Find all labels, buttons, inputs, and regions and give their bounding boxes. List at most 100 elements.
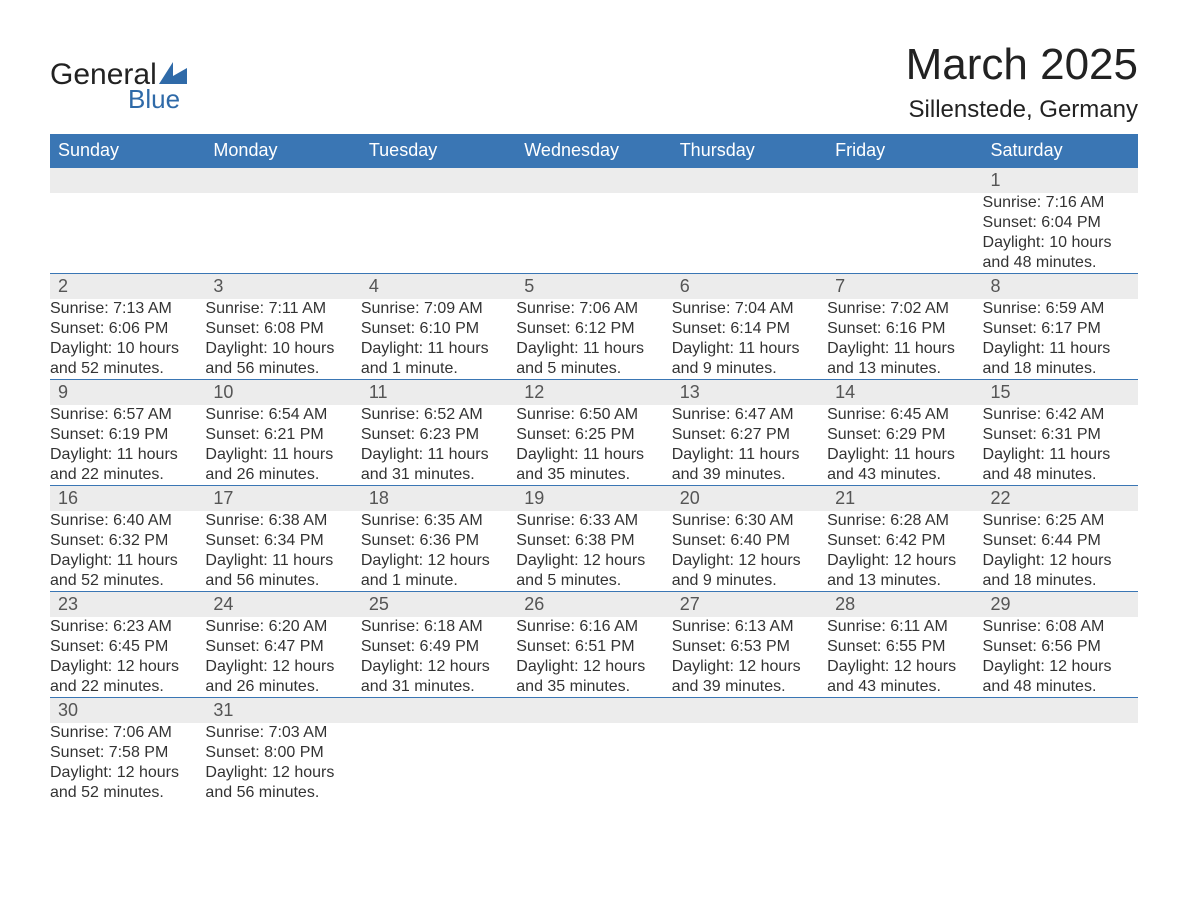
day-detail-line: Sunset: 6:53 PM [672,637,827,657]
day-number [983,698,1138,723]
day-detail-line: Daylight: 12 hours and 52 minutes. [50,763,205,803]
day-detail-line: Daylight: 12 hours and 1 minute. [361,551,516,591]
day-detail-line: Sunset: 6:40 PM [672,531,827,551]
day-detail-cell: Sunrise: 6:30 AMSunset: 6:40 PMDaylight:… [672,511,827,592]
day-number: 15 [983,380,1138,405]
day-number [361,698,516,723]
day-number-cell [516,698,671,724]
day-detail-line: Daylight: 11 hours and 5 minutes. [516,339,671,379]
day-number-cell: 19 [516,486,671,512]
day-detail-line: Sunset: 6:36 PM [361,531,516,551]
week-daynum-row: 16171819202122 [50,486,1138,512]
day-detail-cell [827,723,982,803]
day-header: Wednesday [516,134,671,168]
day-header: Saturday [983,134,1138,168]
day-detail-line: Daylight: 11 hours and 18 minutes. [983,339,1138,379]
day-number-cell: 12 [516,380,671,406]
day-number-cell: 6 [672,274,827,300]
day-detail-cell: Sunrise: 6:35 AMSunset: 6:36 PMDaylight:… [361,511,516,592]
day-number-cell: 15 [983,380,1138,406]
day-detail-cell: Sunrise: 7:16 AMSunset: 6:04 PMDaylight:… [983,193,1138,274]
day-header: Monday [205,134,360,168]
day-detail-line: Sunrise: 7:11 AM [205,299,360,319]
calendar-table: Sunday Monday Tuesday Wednesday Thursday… [50,134,1138,803]
day-detail-line: Daylight: 12 hours and 13 minutes. [827,551,982,591]
day-detail-line: Sunrise: 6:50 AM [516,405,671,425]
day-detail-cell: Sunrise: 6:16 AMSunset: 6:51 PMDaylight:… [516,617,671,698]
day-number-cell [827,698,982,724]
day-detail-line: Sunset: 6:21 PM [205,425,360,445]
day-detail-line: Sunrise: 6:11 AM [827,617,982,637]
day-detail-line: Daylight: 11 hours and 52 minutes. [50,551,205,591]
day-detail-cell: Sunrise: 7:13 AMSunset: 6:06 PMDaylight:… [50,299,205,380]
day-detail-cell: Sunrise: 6:13 AMSunset: 6:53 PMDaylight:… [672,617,827,698]
day-number: 24 [205,592,360,617]
day-number-cell [50,168,205,194]
day-detail-cell [827,193,982,274]
day-number: 27 [672,592,827,617]
day-detail-line: Sunrise: 6:18 AM [361,617,516,637]
day-detail-line: Sunset: 6:08 PM [205,319,360,339]
day-number: 11 [361,380,516,405]
day-detail-line: Daylight: 11 hours and 26 minutes. [205,445,360,485]
day-detail-cell [50,193,205,274]
day-number-cell: 11 [361,380,516,406]
day-number [361,168,516,193]
day-number: 22 [983,486,1138,511]
day-number: 2 [50,274,205,299]
day-detail-line: Sunrise: 7:06 AM [50,723,205,743]
day-detail-cell: Sunrise: 6:25 AMSunset: 6:44 PMDaylight:… [983,511,1138,592]
day-number-cell: 10 [205,380,360,406]
day-detail-line: Sunrise: 6:40 AM [50,511,205,531]
day-detail-cell: Sunrise: 6:33 AMSunset: 6:38 PMDaylight:… [516,511,671,592]
day-detail-line: Sunrise: 7:03 AM [205,723,360,743]
day-number [516,698,671,723]
day-detail-line: Sunrise: 6:59 AM [983,299,1138,319]
day-detail-line: Sunset: 6:38 PM [516,531,671,551]
day-detail-line: Daylight: 12 hours and 18 minutes. [983,551,1138,591]
day-number: 28 [827,592,982,617]
day-number [672,168,827,193]
day-number-cell [983,698,1138,724]
day-number: 19 [516,486,671,511]
day-number: 5 [516,274,671,299]
day-detail-line: Sunrise: 7:16 AM [983,193,1138,213]
day-number [827,168,982,193]
day-detail-cell [672,193,827,274]
day-number [672,698,827,723]
day-header-row: Sunday Monday Tuesday Wednesday Thursday… [50,134,1138,168]
day-number-cell: 21 [827,486,982,512]
day-number [516,168,671,193]
week-detail-row: Sunrise: 6:23 AMSunset: 6:45 PMDaylight:… [50,617,1138,698]
day-detail-line: Sunset: 6:42 PM [827,531,982,551]
day-number [827,698,982,723]
day-detail-line: Sunrise: 6:08 AM [983,617,1138,637]
day-detail-line: Sunrise: 6:42 AM [983,405,1138,425]
day-number-cell: 5 [516,274,671,300]
day-detail-cell: Sunrise: 6:50 AMSunset: 6:25 PMDaylight:… [516,405,671,486]
day-detail-line: Sunset: 6:04 PM [983,213,1138,233]
day-detail-line: Sunrise: 6:25 AM [983,511,1138,531]
day-detail-cell: Sunrise: 6:54 AMSunset: 6:21 PMDaylight:… [205,405,360,486]
header: General Blue March 2025 Sillenstede, Ger… [50,40,1138,124]
day-detail-line: Sunset: 7:58 PM [50,743,205,763]
day-detail-line: Sunrise: 6:57 AM [50,405,205,425]
day-number [205,168,360,193]
day-detail-cell [983,723,1138,803]
day-number: 30 [50,698,205,723]
day-detail-line: Sunset: 6:27 PM [672,425,827,445]
day-detail-cell: Sunrise: 6:42 AMSunset: 6:31 PMDaylight:… [983,405,1138,486]
day-detail-line: Sunset: 8:00 PM [205,743,360,763]
day-number-cell [361,698,516,724]
day-detail-line: Sunrise: 6:23 AM [50,617,205,637]
day-number: 16 [50,486,205,511]
day-number: 23 [50,592,205,617]
day-detail-line: Sunrise: 7:09 AM [361,299,516,319]
day-number: 3 [205,274,360,299]
day-detail-line: Daylight: 11 hours and 39 minutes. [672,445,827,485]
day-detail-line: Daylight: 11 hours and 48 minutes. [983,445,1138,485]
day-detail-line: Sunset: 6:06 PM [50,319,205,339]
day-number-cell: 24 [205,592,360,618]
day-detail-cell: Sunrise: 7:06 AMSunset: 7:58 PMDaylight:… [50,723,205,803]
day-detail-cell: Sunrise: 7:04 AMSunset: 6:14 PMDaylight:… [672,299,827,380]
